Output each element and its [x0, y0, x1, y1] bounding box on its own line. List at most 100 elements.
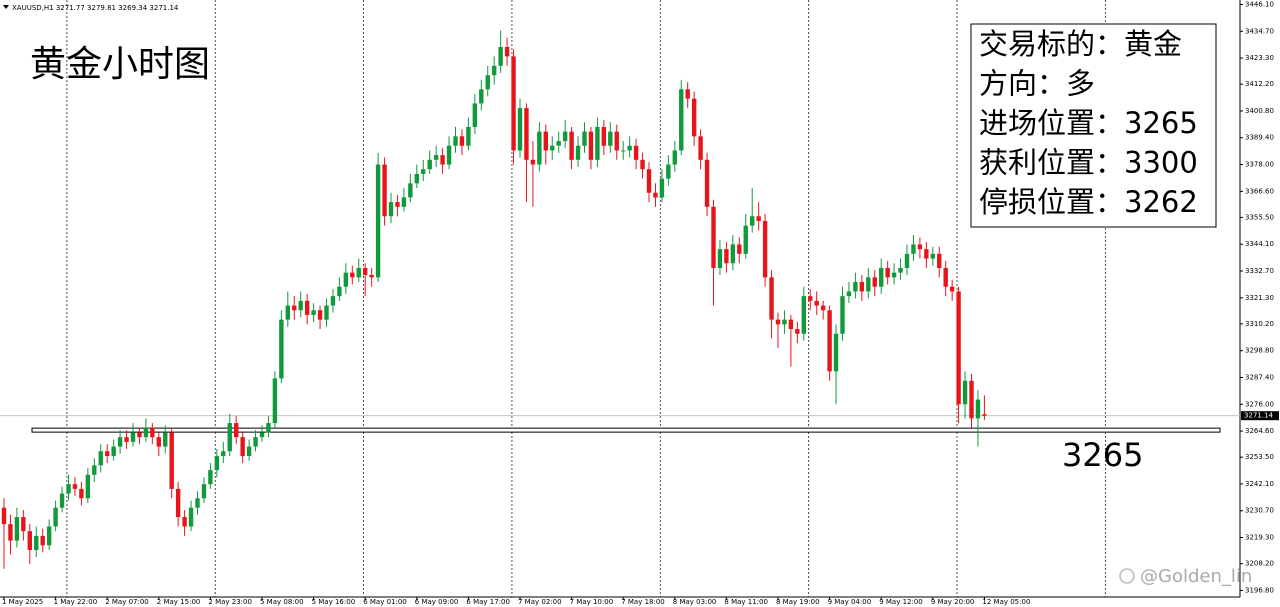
candle-body [324, 305, 329, 320]
candle-body [479, 89, 484, 104]
candle-body [382, 164, 387, 217]
candle-body [21, 517, 26, 532]
x-tick-label: 8 May 03:00 [673, 598, 717, 606]
candle-body [524, 108, 529, 160]
candle-body [311, 310, 316, 315]
y-tick-label: 3287.40 [1245, 373, 1274, 381]
period-separators [66, 0, 1106, 597]
candle-body [556, 141, 561, 146]
candle-body [608, 131, 613, 146]
candle-body [517, 108, 523, 151]
candle-body [659, 178, 665, 198]
candle-body [1, 507, 7, 525]
candle-body [601, 126, 607, 146]
chart-title: 黄金小时图 [30, 44, 210, 85]
candle-body [408, 183, 413, 198]
candle-body [221, 451, 226, 456]
candle-body [820, 305, 826, 311]
candle-body [962, 380, 968, 405]
candle-body [317, 310, 323, 320]
candle-body [982, 414, 987, 416]
y-tick-label: 3389.40 [1245, 134, 1274, 142]
candle-body [292, 305, 297, 311]
symbol-marker [3, 5, 9, 9]
candle-body [724, 249, 729, 264]
x-tick-label: 7 May 18:00 [621, 598, 665, 606]
x-tick-label: 9 May 04:00 [828, 598, 872, 606]
candle-body [40, 535, 45, 546]
candle-body [285, 305, 290, 320]
candle-body [562, 131, 568, 142]
candle-body [163, 432, 168, 447]
candle-body [814, 300, 819, 306]
x-tick-label: 9 May 12:00 [879, 598, 923, 606]
candle-body [756, 216, 761, 221]
candle-body [808, 296, 813, 301]
candle-body [685, 89, 690, 99]
candle-body [259, 432, 265, 438]
candle-body [350, 272, 355, 278]
x-tick-label: 1 May 2025 [2, 598, 43, 606]
candle-body [640, 159, 645, 170]
candle-body [866, 277, 871, 292]
candle-body [234, 423, 239, 438]
x-tick-label: 12 May 05:00 [982, 598, 1030, 606]
candle-body [956, 291, 961, 405]
candle-body [582, 131, 587, 146]
candle-body [8, 524, 13, 541]
candle-body [421, 169, 426, 174]
candle-body [414, 173, 419, 184]
candle-body [201, 484, 207, 499]
candle-body [375, 164, 381, 278]
header-open: 3271.77 [56, 4, 85, 12]
y-tick-label: 3230.70 [1245, 507, 1274, 515]
y-tick-label: 3344.10 [1245, 240, 1274, 248]
x-tick-label: 6 May 09:00 [415, 598, 459, 606]
level-label: 3265 [1062, 436, 1143, 474]
candle-body [446, 145, 452, 165]
candle-body [304, 300, 310, 315]
candle-body [59, 493, 65, 508]
candle-body [143, 427, 149, 438]
header-low: 3269.34 [118, 4, 147, 12]
candle-body [879, 267, 884, 287]
candle-body [504, 47, 510, 57]
y-tick-label: 3298.80 [1245, 347, 1274, 355]
watermark: @Golden_lin [1140, 566, 1252, 587]
candle-body [891, 272, 897, 278]
candle-body [85, 474, 91, 499]
candle-body [885, 267, 890, 278]
info-line: 进场位置：3265 [979, 106, 1198, 140]
candle-body [246, 446, 252, 456]
x-tick-label: 2 May 23:00 [208, 598, 252, 606]
candle-body [511, 56, 516, 151]
candle-body [924, 249, 929, 259]
candle-body [440, 155, 445, 165]
candle-body [459, 136, 465, 146]
candle-body [717, 249, 723, 268]
candle-body [369, 274, 374, 278]
y-tick-label: 3196.80 [1245, 586, 1274, 594]
candle-body [395, 202, 400, 207]
candle-body [666, 164, 671, 179]
candle-body [124, 437, 129, 442]
candle-body [182, 517, 187, 527]
candle-body [66, 484, 71, 494]
candle-body [911, 244, 916, 254]
candle-body [569, 131, 574, 160]
candle-body [53, 507, 58, 527]
candle-body [427, 159, 432, 170]
price-tag-label: 3271.14 [1244, 412, 1273, 420]
candle-body [388, 202, 394, 217]
candle-body [904, 253, 910, 268]
plot [0, 30, 1240, 569]
candle-body [453, 136, 458, 146]
level-line [31, 427, 1221, 433]
candle-body [34, 535, 39, 550]
candle-body [130, 432, 136, 442]
x-tick-label: 6 May 01:00 [363, 598, 407, 606]
candle-body [737, 244, 742, 254]
header-close: 3271.14 [149, 4, 178, 12]
info-line: 获利位置：3300 [979, 146, 1198, 180]
